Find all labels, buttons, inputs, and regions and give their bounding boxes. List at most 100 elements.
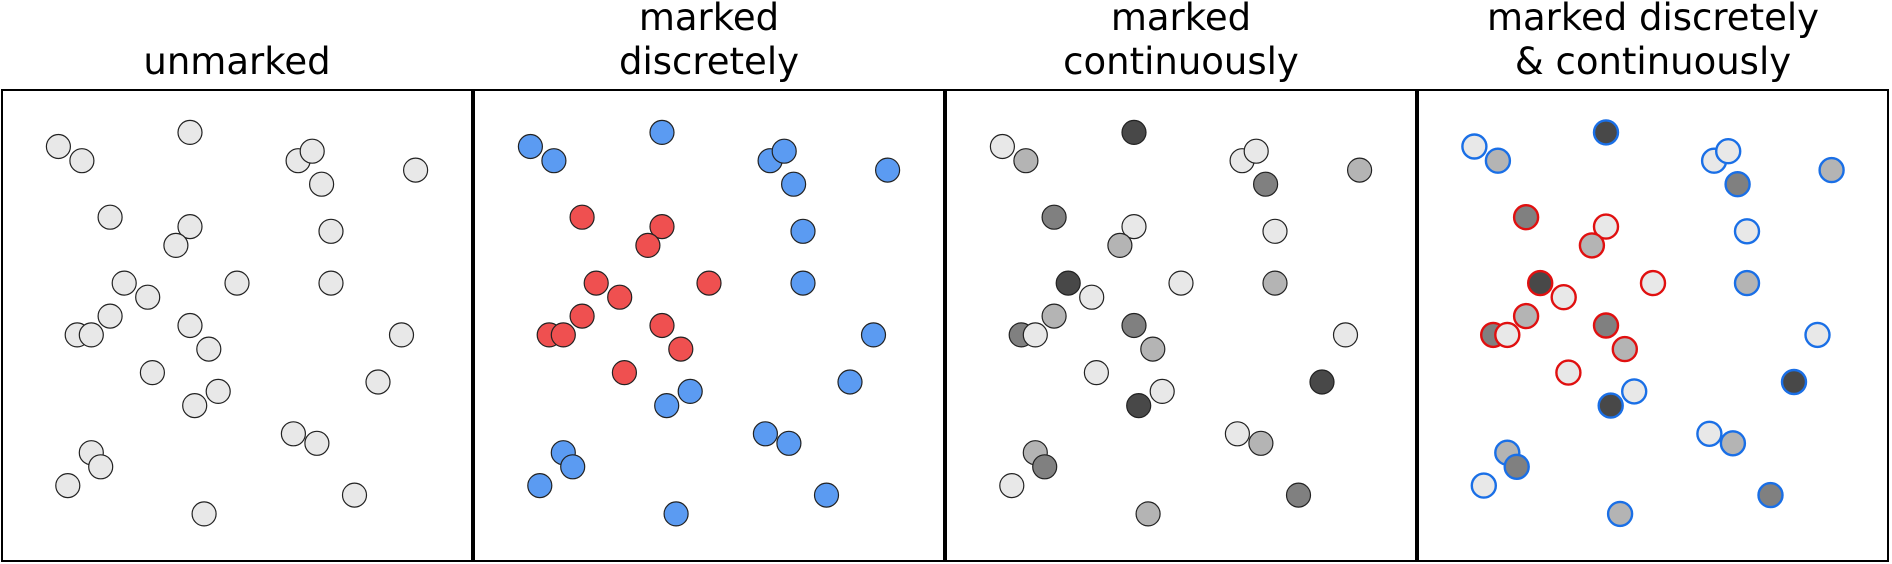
point-discrete-23 (654, 393, 680, 419)
point-unmarked-1 (69, 148, 95, 174)
point-both-18 (1592, 312, 1620, 339)
point-discrete-15 (569, 303, 595, 329)
point-both-12 (1550, 284, 1577, 311)
point-discrete-27 (527, 473, 553, 499)
point-continuous-13 (1168, 270, 1194, 296)
point-unmarked-15 (97, 303, 123, 329)
panel-frame (473, 89, 945, 562)
point-continuous-19 (1140, 336, 1166, 362)
point-discrete-1 (541, 148, 567, 174)
panel-title-line: & continuously (1515, 40, 1791, 83)
panel-both: marked discretely& continuously (1417, 0, 1889, 562)
panel-title-line: marked (639, 0, 779, 39)
point-continuous-26 (1032, 454, 1058, 480)
point-continuous-5 (1252, 171, 1279, 197)
point-continuous-27 (999, 473, 1025, 499)
point-discrete-21 (611, 360, 638, 386)
panel-title-line: marked discretely (1487, 0, 1819, 39)
point-unmarked-26 (88, 454, 114, 480)
point-discrete-14 (790, 270, 816, 296)
point-both-20 (1804, 321, 1831, 349)
point-unmarked-12 (135, 284, 161, 310)
point-discrete-18 (649, 312, 675, 339)
panel-title-line: continuously (1063, 40, 1299, 83)
point-continuous-8 (1121, 214, 1147, 240)
point-both-29 (1696, 420, 1723, 447)
panel-title-line: discretely (619, 40, 799, 83)
point-both-30 (1719, 430, 1747, 457)
point-both-14 (1733, 269, 1761, 297)
point-both-9 (1578, 232, 1606, 259)
point-unmarked-19 (196, 336, 222, 362)
point-both-8 (1592, 213, 1620, 240)
point-discrete-19 (668, 336, 694, 362)
point-unmarked-4 (299, 138, 325, 164)
point-unmarked-20 (388, 322, 415, 348)
point-both-23 (1597, 392, 1624, 419)
point-continuous-29 (1224, 421, 1251, 447)
point-unmarked-2 (177, 119, 203, 145)
point-discrete-9 (635, 232, 661, 258)
point-continuous-31 (1285, 482, 1312, 508)
point-discrete-20 (860, 322, 887, 348)
point-discrete-11 (583, 270, 609, 296)
point-unmarked-8 (177, 214, 203, 240)
point-both-2 (1592, 119, 1620, 146)
point-both-24 (1780, 368, 1808, 396)
panel-title-line: marked (1111, 0, 1251, 39)
point-unmarked-29 (280, 421, 306, 447)
point-unmarked-17 (78, 322, 104, 348)
point-unmarked-6 (403, 157, 429, 183)
point-both-13 (1639, 269, 1667, 297)
point-unmarked-18 (177, 312, 203, 339)
point-unmarked-7 (97, 204, 123, 230)
point-discrete-8 (649, 214, 675, 240)
point-continuous-10 (1262, 218, 1288, 244)
point-continuous-20 (1332, 322, 1359, 348)
point-both-7 (1512, 203, 1540, 231)
point-both-0 (1461, 133, 1488, 160)
point-discrete-22 (677, 378, 703, 404)
point-both-4 (1714, 137, 1742, 165)
point-discrete-17 (550, 322, 576, 348)
panel-frame (1, 89, 473, 562)
point-unmarked-27 (55, 473, 81, 499)
panel-unmarked: unmarked (1, 40, 473, 562)
point-continuous-1 (1013, 148, 1039, 174)
point-unmarked-10 (318, 218, 344, 244)
point-both-17 (1494, 321, 1521, 349)
point-continuous-23 (1126, 393, 1152, 419)
point-both-15 (1512, 302, 1540, 330)
point-continuous-9 (1107, 232, 1133, 258)
point-continuous-0 (989, 133, 1016, 160)
point-both-31 (1757, 481, 1784, 509)
panel-title-line: unmarked (143, 40, 330, 83)
point-continuous-18 (1121, 312, 1147, 339)
point-continuous-12 (1079, 284, 1105, 310)
point-discrete-12 (607, 284, 633, 310)
point-both-1 (1484, 147, 1512, 174)
point-discrete-24 (837, 369, 863, 395)
point-unmarked-23 (182, 393, 208, 419)
point-discrete-4 (771, 138, 797, 164)
point-both-19 (1611, 335, 1639, 363)
point-discrete-31 (813, 482, 840, 508)
point-unmarked-11 (111, 270, 137, 296)
point-discrete-2 (649, 119, 675, 145)
point-continuous-28 (1135, 501, 1161, 527)
point-discrete-26 (560, 454, 586, 480)
point-continuous-22 (1149, 378, 1175, 404)
point-discrete-28 (663, 501, 689, 527)
point-discrete-10 (790, 218, 816, 244)
panel-frame (1417, 89, 1889, 562)
panel-frame (945, 89, 1417, 562)
point-discrete-29 (752, 421, 779, 447)
point-unmarked-22 (205, 378, 231, 404)
point-continuous-7 (1041, 204, 1067, 230)
point-continuous-21 (1083, 360, 1110, 386)
point-discrete-13 (696, 270, 722, 296)
point-both-28 (1606, 500, 1634, 528)
